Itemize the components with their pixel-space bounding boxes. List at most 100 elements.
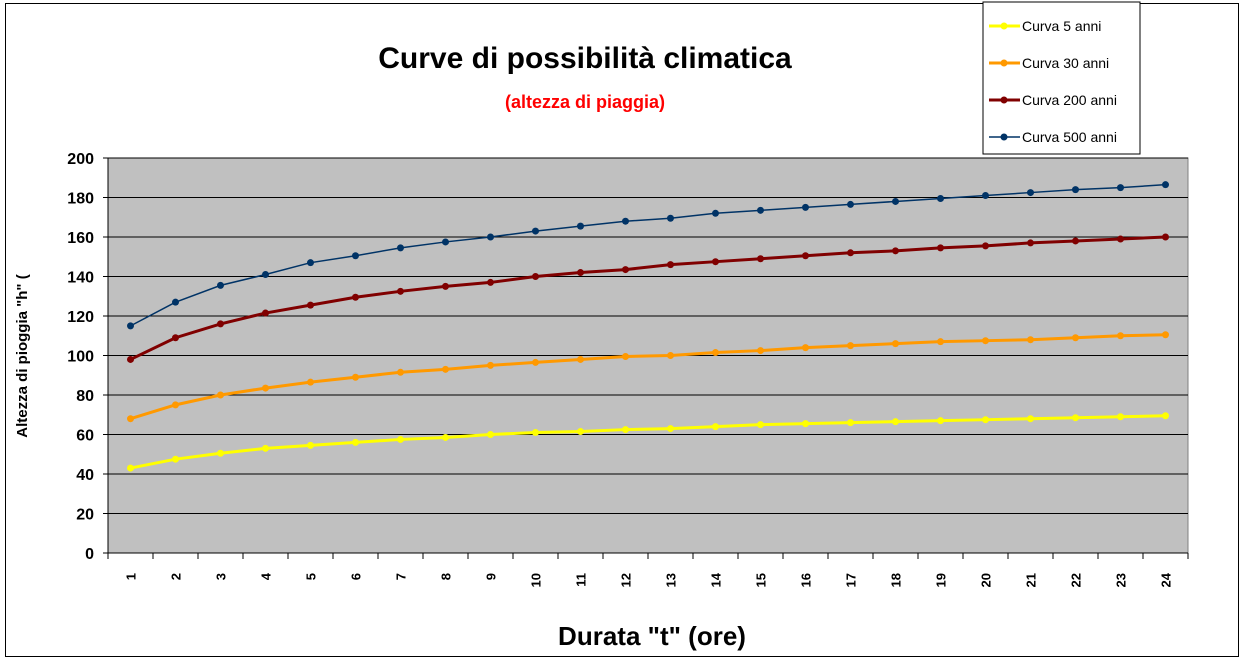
data-point — [802, 420, 809, 428]
x-tick-label: 3 — [214, 573, 229, 580]
y-tick-label: 120 — [67, 309, 94, 326]
data-point — [937, 194, 944, 202]
x-tick-label: 5 — [304, 573, 319, 580]
data-point — [1027, 415, 1034, 423]
series-line — [130, 183, 1166, 327]
data-point — [217, 320, 224, 328]
data-point — [127, 415, 134, 423]
data-point — [1162, 233, 1169, 241]
data-point — [667, 214, 674, 222]
data-point — [712, 209, 719, 217]
data-point — [1117, 413, 1124, 421]
y-tick-label: 60 — [76, 428, 94, 445]
data-point — [352, 293, 359, 301]
x-tick-label: 11 — [574, 573, 589, 587]
data-point — [577, 269, 584, 277]
y-tick-label: 20 — [76, 507, 94, 524]
data-point — [577, 428, 584, 436]
legend-marker — [1000, 96, 1008, 104]
data-point — [487, 278, 494, 286]
y-tick-label: 40 — [76, 467, 94, 484]
data-point — [127, 464, 134, 472]
data-point — [802, 203, 809, 211]
data-point — [127, 322, 134, 330]
data-point — [757, 347, 764, 355]
data-point — [892, 197, 899, 205]
data-point — [397, 244, 404, 252]
x-tick-label: 13 — [664, 573, 679, 587]
data-point — [352, 252, 359, 260]
data-point — [712, 349, 719, 357]
x-tick-label: 20 — [979, 573, 994, 587]
data-point — [307, 301, 314, 309]
data-point — [847, 342, 854, 350]
data-point — [532, 429, 539, 437]
x-tick-label: 10 — [529, 573, 544, 587]
x-tick-label: 19 — [934, 573, 949, 587]
data-point — [712, 423, 719, 431]
y-tick-label: 180 — [67, 191, 94, 208]
x-tick-label: 4 — [259, 572, 274, 580]
x-tick-label: 1 — [124, 573, 139, 580]
data-point — [307, 378, 314, 386]
data-point — [262, 384, 269, 392]
data-point — [307, 441, 314, 449]
y-axis-label: Altezza di pioggia "h" ( — [14, 274, 31, 437]
legend-marker — [1000, 133, 1008, 141]
data-point — [442, 365, 449, 373]
data-point — [307, 259, 314, 267]
data-point — [262, 309, 269, 317]
data-point — [172, 455, 179, 463]
data-point — [892, 247, 899, 255]
data-point — [982, 416, 989, 424]
x-tick-label: 14 — [709, 572, 724, 587]
data-point — [127, 355, 134, 363]
data-point — [172, 334, 179, 342]
x-tick-label: 17 — [844, 573, 859, 587]
data-point — [667, 425, 674, 433]
data-point — [1162, 181, 1169, 189]
data-point — [982, 337, 989, 345]
data-point — [802, 252, 809, 260]
data-point — [982, 192, 989, 200]
data-point — [532, 227, 539, 235]
x-tick-label: 24 — [1159, 572, 1174, 587]
data-point — [1117, 235, 1124, 243]
legend: Curva 5 anni Curva 30 anni Curva 200 anni C… — [982, 1, 1141, 155]
data-point — [667, 261, 674, 269]
data-point — [577, 355, 584, 363]
x-tick-label: 15 — [754, 573, 769, 587]
data-point — [397, 368, 404, 376]
data-point — [217, 391, 224, 399]
data-point — [757, 255, 764, 263]
x-tick-label: 16 — [799, 573, 814, 587]
data-point — [757, 421, 764, 429]
data-point — [217, 449, 224, 457]
x-tick-label: 2 — [169, 573, 184, 580]
data-point — [937, 338, 944, 346]
data-point — [1072, 186, 1079, 194]
data-point — [982, 242, 989, 250]
data-point — [442, 238, 449, 246]
x-axis-label: Durata "t" (ore) — [558, 621, 746, 651]
data-point — [397, 287, 404, 295]
data-point — [847, 200, 854, 208]
series-line — [130, 333, 1166, 421]
data-point — [1162, 331, 1169, 339]
data-point — [622, 266, 629, 274]
data-point — [1027, 336, 1034, 344]
data-point — [442, 433, 449, 441]
data-point — [847, 249, 854, 257]
data-point — [1027, 239, 1034, 247]
data-point — [622, 352, 629, 360]
data-point — [757, 206, 764, 214]
x-tick-label: 7 — [394, 573, 409, 580]
data-point — [1027, 189, 1034, 197]
y-tick-label: 160 — [67, 230, 94, 247]
data-point — [937, 417, 944, 425]
data-point — [532, 358, 539, 366]
x-tick-label: 9 — [484, 573, 499, 580]
legend-label: Curva 500 anni — [1022, 129, 1117, 145]
x-tick-label: 23 — [1114, 573, 1129, 587]
